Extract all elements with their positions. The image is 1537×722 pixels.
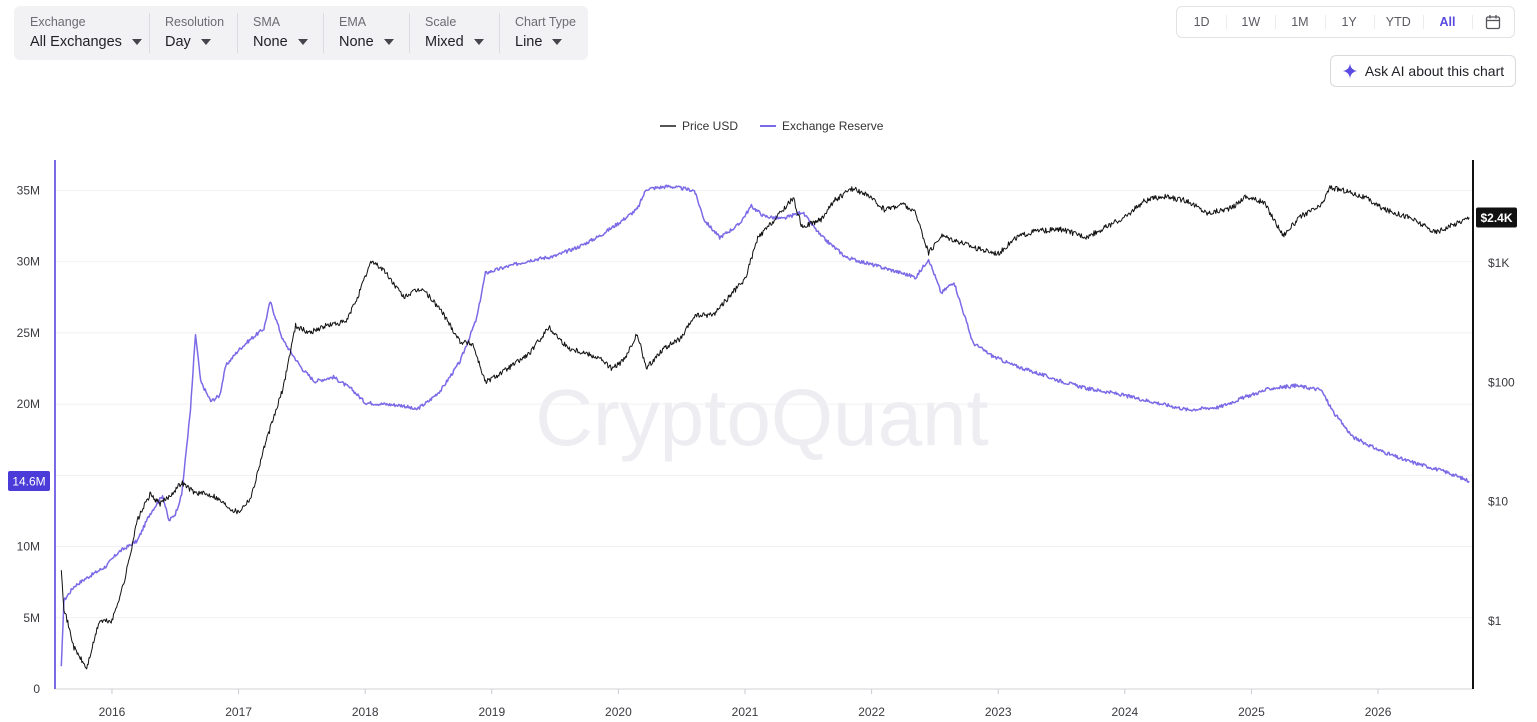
right-axis-tick-label: $10 xyxy=(1488,495,1508,509)
x-axis-tick-label: 2018 xyxy=(352,705,379,719)
chart-type-label: Chart Type xyxy=(515,15,576,29)
x-axis-tick-label: 2023 xyxy=(985,705,1012,719)
x-axis-tick-label: 2020 xyxy=(605,705,632,719)
price-value-badge-bg xyxy=(1476,207,1517,228)
ema-dropdown[interactable]: EMA None xyxy=(323,6,409,60)
calendar-button[interactable] xyxy=(1472,7,1514,37)
reserve-value-badge: 14.6M xyxy=(12,475,45,489)
right-axis-tick-label: $1K xyxy=(1488,256,1509,270)
x-axis-tick-label: 2017 xyxy=(225,705,252,719)
chart-type-value: Line xyxy=(515,34,543,50)
ask-ai-button[interactable]: Ask AI about this chart xyxy=(1330,55,1516,87)
chart-controls-bar: Exchange All Exchanges Resolution Day SM… xyxy=(14,6,588,60)
x-axis-tick-label: 2022 xyxy=(858,705,885,719)
ema-label: EMA xyxy=(339,15,367,29)
resolution-label: Resolution xyxy=(165,15,225,29)
price-value-badge: $2.4K xyxy=(1480,211,1512,225)
reserve-value-badge-bg xyxy=(8,471,50,492)
legend-swatch xyxy=(660,125,676,127)
range-1y-button[interactable]: 1Y xyxy=(1324,7,1374,37)
x-axis-tick-label: 2021 xyxy=(732,705,759,719)
axes xyxy=(54,160,1474,690)
chart-canvas[interactable]: CryptoQuant 05M10M15M20M25M30M35M $1$10$… xyxy=(0,150,1537,722)
chevron-down-icon xyxy=(473,39,484,45)
exchange-reserve-line xyxy=(60,184,1470,667)
exchange-value: All Exchanges xyxy=(30,34,122,50)
resolution-value: Day xyxy=(165,34,191,50)
grid-lines xyxy=(55,189,1473,619)
legend-label-reserve: Exchange Reserve xyxy=(782,119,884,133)
x-axis-ticks: 2016 2017 2018 2019 2020 2021 2022 2023 2024 2025… xyxy=(99,689,1392,719)
left-axis-tick-label: 25M xyxy=(17,326,40,340)
sparkle-icon xyxy=(1342,63,1358,79)
left-axis-ticks: 05M10M15M20M25M30M35M xyxy=(17,183,41,696)
exchange-label: Exchange xyxy=(30,15,86,29)
ema-value: None xyxy=(339,34,374,50)
scale-dropdown[interactable]: Scale Mixed xyxy=(409,6,499,60)
x-axis-tick-label: 2016 xyxy=(99,705,126,719)
range-1m-button[interactable]: 1M xyxy=(1275,7,1324,37)
sma-label: SMA xyxy=(253,15,281,29)
left-axis-tick-label: 0 xyxy=(33,682,40,696)
ask-ai-label: Ask AI about this chart xyxy=(1364,63,1505,79)
right-axis-tick-label: $1 xyxy=(1488,614,1502,628)
watermark: CryptoQuant xyxy=(535,373,989,462)
current-value-badges: 14.6M $2.4K xyxy=(8,207,1517,492)
x-axis-tick-label: 2019 xyxy=(478,705,505,719)
range-all-button[interactable]: All xyxy=(1422,7,1472,37)
calendar-icon xyxy=(1485,15,1501,30)
chevron-down-icon xyxy=(383,39,394,45)
chart-type-dropdown[interactable]: Chart Type Line xyxy=(499,6,588,60)
x-axis-tick-label: 2026 xyxy=(1365,705,1392,719)
right-axis-tick-label: $100 xyxy=(1488,375,1515,389)
series-lines xyxy=(60,184,1470,670)
chevron-down-icon xyxy=(297,39,308,45)
range-ytd-button[interactable]: YTD xyxy=(1373,7,1423,37)
price-usd-line xyxy=(60,185,1470,670)
x-axis-tick-label: 2025 xyxy=(1238,705,1265,719)
left-axis-tick-label: 10M xyxy=(17,540,40,554)
range-1w-button[interactable]: 1W xyxy=(1226,7,1275,37)
left-axis-tick-label: 20M xyxy=(17,397,40,411)
scale-label: Scale xyxy=(425,15,457,29)
time-range-selector: 1D 1W 1M 1Y YTD All xyxy=(1176,6,1515,38)
sma-dropdown[interactable]: SMA None xyxy=(237,6,323,60)
left-axis-tick-label: 35M xyxy=(17,183,40,197)
right-axis-ticks: $1 $10 $100 $1K xyxy=(1488,256,1515,628)
range-1d-button[interactable]: 1D xyxy=(1193,15,1210,29)
sma-value: None xyxy=(253,34,288,50)
legend-item-reserve[interactable]: Exchange Reserve xyxy=(760,119,883,133)
legend-label-price: Price USD xyxy=(682,119,739,133)
left-axis-tick-label: 30M xyxy=(17,255,40,269)
chevron-down-icon xyxy=(131,39,142,45)
chevron-down-icon xyxy=(200,39,211,45)
exchange-dropdown[interactable]: Exchange All Exchanges xyxy=(14,6,149,60)
scale-value: Mixed xyxy=(425,34,464,50)
left-axis-tick-label: 5M xyxy=(23,611,40,625)
x-axis-tick-label: 2024 xyxy=(1111,705,1138,719)
legend-item-price[interactable]: Price USD xyxy=(660,119,738,133)
legend-swatch xyxy=(760,125,777,127)
chevron-down-icon xyxy=(552,39,563,45)
chart-legend: Price USD Exchange Reserve xyxy=(660,119,905,133)
resolution-dropdown[interactable]: Resolution Day xyxy=(149,6,237,60)
